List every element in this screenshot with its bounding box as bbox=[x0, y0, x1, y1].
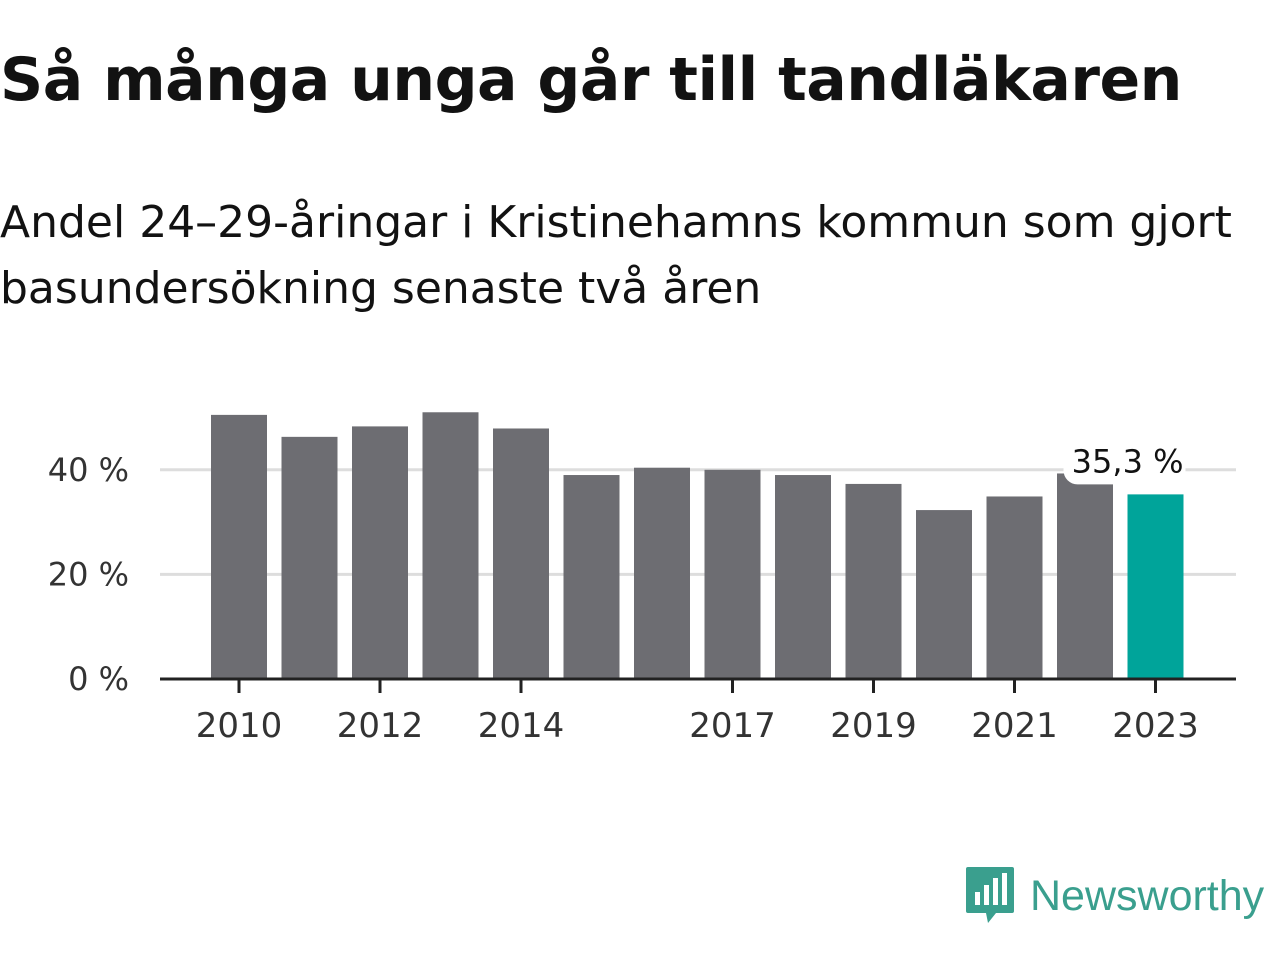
y-tick-label: 40 % bbox=[48, 451, 129, 489]
bar-2010 bbox=[211, 414, 267, 679]
x-tick-label: 2010 bbox=[196, 706, 283, 746]
bar-2017 bbox=[704, 469, 761, 679]
bar-2012 bbox=[352, 426, 408, 679]
bar-2023 bbox=[1127, 494, 1184, 679]
bar-2016 bbox=[634, 467, 690, 679]
newsworthy-logo: Newsworthy bbox=[964, 864, 1264, 928]
chart-title: Så många unga går till tandläkaren bbox=[0, 45, 1182, 115]
annotations: 35,3 % bbox=[1063, 442, 1186, 485]
bars bbox=[211, 412, 1184, 679]
bar-2015 bbox=[563, 475, 620, 679]
gridlines bbox=[160, 468, 1236, 576]
x-tick-label: 2017 bbox=[689, 706, 776, 746]
x-tick-label: 2023 bbox=[1112, 706, 1199, 746]
chart-subtitle: Andel 24–29-åringar i Kristinehamns komm… bbox=[0, 197, 1232, 314]
newsworthy-logo-icon bbox=[966, 867, 1014, 923]
bar-2020 bbox=[916, 510, 972, 679]
x-tick-label: 2012 bbox=[337, 706, 424, 746]
bar-2019 bbox=[845, 483, 902, 679]
x-tick-label: 2019 bbox=[830, 706, 917, 746]
value-label: 35,3 % bbox=[1072, 442, 1184, 480]
y-axis-ticks: 0 % 20 % 40 % bbox=[48, 451, 129, 698]
value-label-background bbox=[1063, 442, 1186, 485]
bar-2014 bbox=[493, 428, 549, 679]
y-tick-label: 0 % bbox=[68, 660, 129, 698]
brand-name: Newsworthy bbox=[1030, 872, 1265, 920]
bar-2013 bbox=[422, 412, 479, 679]
bar-2021 bbox=[986, 496, 1043, 679]
y-tick-label: 20 % bbox=[48, 555, 129, 593]
bar-2011 bbox=[281, 436, 338, 679]
x-axis-ticks: 2010 2012 2014 2017 2019 2021 2023 bbox=[196, 679, 1199, 746]
bar-chart: 0 % 20 % 40 % 2010 2012 2014 2017 2019 2021 2023… bbox=[48, 412, 1236, 746]
x-tick-label: 2021 bbox=[971, 706, 1058, 746]
bar-2022 bbox=[1057, 473, 1113, 679]
bar-2018 bbox=[775, 475, 831, 679]
x-tick-label: 2014 bbox=[478, 706, 565, 746]
